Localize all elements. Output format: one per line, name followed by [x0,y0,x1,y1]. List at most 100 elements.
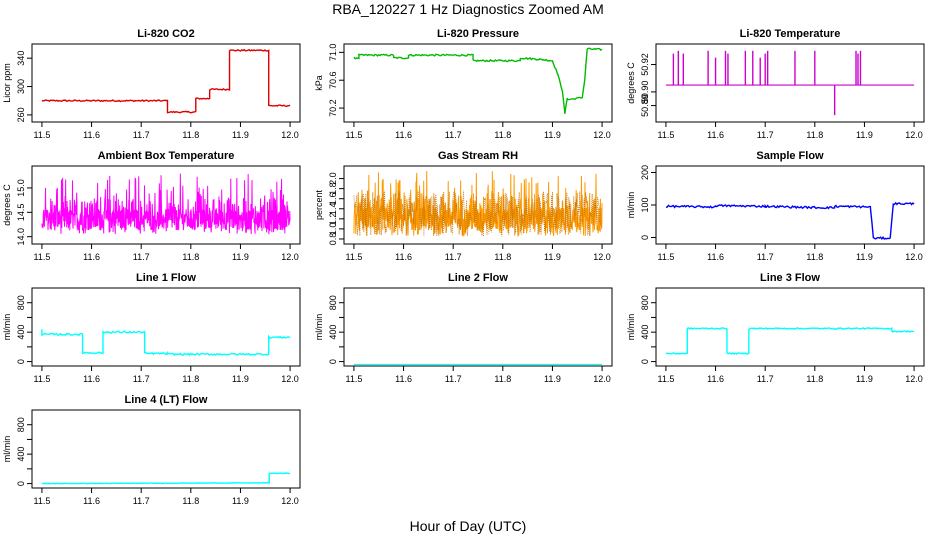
y-tick-label: 340 [16,51,26,66]
plot-frame [655,287,925,367]
x-tick-label: 11.7 [445,130,462,140]
chart-panel-6: Sample Flow ml/min 11.5 11.6 11.7 11.8 11.9 12.… [626,150,925,262]
plot-frame [31,43,301,123]
y-tick-label: 70.2 [328,99,338,117]
chart-title: Line 2 Flow [448,272,508,284]
x-tick-label: 12.0 [905,130,923,140]
series-line-1 [41,329,291,357]
x-tick-label: 11.7 [757,130,774,140]
y-axis-label: ml/min [626,314,636,341]
y-tick-label: 800 [328,295,338,310]
x-tick-label: 11.7 [133,130,150,140]
x-tick-label: 11.9 [856,130,873,140]
chart-panel-5: Gas Stream RH percent 11.5 11.6 11.7 11.8 11.9… [314,150,613,262]
plot-frame [343,43,613,123]
x-tick-label: 11.6 [707,252,724,262]
y-tick-label: 300 [16,79,26,94]
y-axis-label: kPa [314,75,324,91]
y-tick-label: 0 [328,359,338,364]
x-tick-label: 12.0 [281,252,299,262]
x-tick-label: 12.0 [905,252,923,262]
chart-panel-10: Line 4 (LT) Flow ml/min 11.5 11.6 11.7 11.8 11… [2,394,301,506]
x-tick-label: 11.8 [806,130,823,140]
series-line-1 [665,327,915,355]
x-tick-label: 12.0 [593,252,611,262]
y-tick-label: 400 [640,325,650,340]
x-tick-label: 11.6 [707,130,724,140]
y-tick-label: 800 [16,295,26,310]
y-tick-label: 0 [16,359,26,364]
y-axis-label: ml/min [2,436,12,463]
x-tick-label: 11.6 [83,130,100,140]
y-axis-label: degrees C [626,62,636,104]
x-tick-label: 12.0 [281,374,299,384]
y-axis-label: ml/min [626,192,636,219]
y-tick-label: 100 [640,197,650,212]
x-tick-label: 11.8 [806,374,823,384]
x-tick-label: 11.9 [544,130,561,140]
x-tick-label: 11.5 [345,374,362,384]
chart-panel-1: Li-820 CO2 Licor ppm 11.5 11.6 11.7 11.8 11.9 1… [2,28,301,140]
x-tick-label: 12.0 [281,496,299,506]
x-tick-label: 12.0 [593,130,611,140]
chart-title: Li-820 CO2 [137,28,194,40]
x-tick-label: 12.0 [905,374,923,384]
y-tick-label: 1.0 [328,223,338,236]
chart-title: Line 1 Flow [136,272,196,284]
x-tick-label: 11.5 [345,130,362,140]
y-tick-label: 0 [640,235,650,240]
x-tick-label: 11.5 [657,252,674,262]
y-tick-label: 71.0 [328,44,338,62]
chart-title: Gas Stream RH [438,150,518,162]
series-line-1 [41,173,291,235]
y-tick-label: 1.2 [328,213,338,226]
x-tick-label: 11.9 [232,130,249,140]
x-tick-label: 11.7 [757,252,774,262]
x-tick-label: 11.7 [133,374,150,384]
y-tick-label: 1.8 [328,182,338,195]
page-title: RBA_120227 1 Hz Diagnostics Zoomed AM [332,1,604,17]
x-tick-label: 11.7 [757,374,774,384]
plot-frame [343,287,613,367]
x-tick-label: 11.6 [83,374,100,384]
x-tick-label: 11.7 [445,374,462,384]
x-tick-label: 11.9 [232,496,249,506]
x-tick-label: 11.8 [494,374,511,384]
plot-frame [343,165,613,245]
plot-frame [655,165,925,245]
chart-title: Line 3 Flow [760,272,820,284]
y-tick-label: 70.6 [328,71,338,89]
series-line-1 [353,47,603,114]
x-tick-label: 11.9 [232,252,249,262]
chart-panel-8: Line 2 Flow ml/min 11.5 11.6 11.7 11.8 11.9 12.… [314,272,613,384]
chart-title: Sample Flow [756,150,824,162]
y-tick-label: 200 [640,165,650,180]
y-tick-label: 50.92 [640,53,650,76]
x-tick-label: 11.8 [494,130,511,140]
x-tick-label: 11.5 [33,130,50,140]
y-tick-label: 50.89 [640,94,650,117]
y-axis-label: ml/min [2,314,12,341]
series-line-1 [41,48,291,114]
y-tick-label: 0 [640,359,650,364]
x-tick-label: 11.8 [182,252,199,262]
chart-title: Li-820 Temperature [740,28,841,40]
x-tick-label: 11.6 [707,374,724,384]
x-tick-label: 11.8 [182,496,199,506]
series-line-1 [665,201,915,241]
x-tick-label: 12.0 [593,374,611,384]
chart-title: Li-820 Pressure [437,28,519,40]
x-tick-label: 11.8 [182,374,199,384]
y-tick-label: 400 [16,325,26,340]
plot-frame [31,409,301,489]
chart-panel-7: Line 1 Flow ml/min 11.5 11.6 11.7 11.8 11.9 12.… [2,272,301,384]
plot-frame [31,287,301,367]
y-tick-label: 14.5 [16,204,26,222]
y-tick-label: 260 [16,107,26,122]
x-tick-label: 11.7 [133,252,150,262]
x-tick-label: 11.9 [856,374,873,384]
y-axis-label: degrees C [2,184,12,226]
x-tick-label: 11.9 [856,252,873,262]
x-tick-label: 11.7 [445,252,462,262]
chart-panel-4: Ambient Box Temperature degrees C 11.5 11.6… [2,150,301,262]
